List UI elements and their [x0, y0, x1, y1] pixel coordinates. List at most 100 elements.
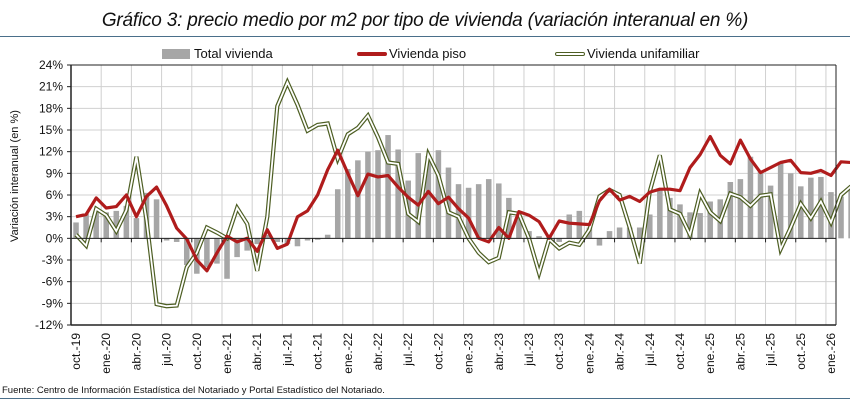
bar-total-vivienda — [596, 238, 603, 246]
bar-total-vivienda — [103, 212, 109, 239]
bar-total-vivienda — [636, 227, 643, 239]
x-tick-label: oct.-25 — [794, 333, 808, 370]
line-vivienda-piso — [75, 134, 850, 273]
x-tick-label: abr.-21 — [250, 333, 264, 371]
x-tick-label: ene.-20 — [99, 333, 113, 374]
bar-total-vivienda — [787, 173, 794, 239]
x-tick-label: oct.-20 — [190, 333, 204, 370]
y-tick-label: -3% — [42, 253, 64, 267]
x-tick-label: ene.-22 — [341, 333, 355, 374]
bar-total-vivienda — [93, 210, 99, 239]
x-tick-label: jul.-22 — [401, 333, 415, 367]
axes — [67, 64, 837, 326]
bar-total-vivienda — [818, 176, 824, 239]
bottom-divider — [0, 398, 850, 399]
bar-total-vivienda — [647, 214, 653, 239]
bar-total-vivienda — [133, 218, 140, 239]
bar-total-vivienda — [777, 161, 784, 239]
x-tick-label: oct.-23 — [552, 333, 566, 370]
x-tick-label: jul.-20 — [160, 333, 174, 367]
bar-total-vivienda — [838, 196, 844, 239]
bar-total-vivienda — [727, 182, 734, 239]
x-tick-label: abr.-25 — [733, 333, 747, 371]
legend-swatch-unifamiliar — [555, 51, 585, 56]
bar-total-vivienda — [697, 213, 703, 239]
x-tick-label: ene.-25 — [703, 333, 717, 374]
bar-total-vivienda — [737, 179, 744, 239]
y-tick-label: 6% — [46, 188, 64, 202]
x-tick-label: oct.-21 — [311, 333, 325, 370]
x-tick-label: oct.-19 — [69, 333, 83, 370]
bar-total-vivienda — [224, 238, 230, 279]
x-ticks: oct.-19 ene.-20 abr.-20 jul.-20 oct.-20 ene.-… — [69, 333, 838, 374]
bar-total-vivienda — [254, 238, 260, 245]
x-tick-label: abr.-23 — [492, 333, 506, 371]
bar-total-vivienda — [536, 236, 542, 239]
bar-total-vivienda — [113, 210, 120, 239]
bar-total-vivienda — [294, 238, 301, 247]
bar-total-vivienda — [485, 179, 492, 239]
bar-total-vivienda — [415, 153, 422, 239]
bar-total-vivienda — [848, 187, 850, 239]
bar-total-vivienda — [204, 238, 210, 268]
bars-total-vivienda — [73, 135, 850, 279]
legend-swatch-total — [162, 48, 190, 59]
x-tick-label: ene.-24 — [582, 333, 596, 374]
bar-total-vivienda — [767, 185, 774, 239]
y-tick-label: 0% — [46, 231, 64, 245]
x-tick-label: abr.-22 — [371, 333, 385, 371]
y-tick-label: 18% — [39, 101, 63, 115]
title-divider — [0, 36, 850, 37]
bar-total-vivienda — [496, 183, 502, 239]
bar-total-vivienda — [173, 238, 180, 242]
legend-item-piso: Vivienda piso — [357, 46, 466, 61]
legend-item-unifamiliar: Vivienda unifamiliar — [555, 46, 700, 61]
bar-total-vivienda — [73, 222, 79, 239]
legend-item-total: Total vivienda — [162, 46, 273, 61]
y-tick-label: 9% — [46, 166, 64, 180]
x-tick-label: jul.-23 — [522, 333, 536, 367]
y-tick-label: 12% — [39, 145, 63, 159]
legend-label-piso: Vivienda piso — [389, 46, 467, 61]
bar-total-vivienda — [324, 234, 331, 239]
bar-total-vivienda — [334, 189, 341, 239]
bar-total-vivienda — [475, 184, 482, 239]
line-vivienda-unifamiliar-inner — [75, 80, 850, 308]
bar-total-vivienda — [828, 192, 834, 239]
bar-total-vivienda — [264, 234, 271, 239]
bar-total-vivienda — [83, 213, 89, 239]
bar-total-vivienda — [667, 197, 673, 239]
bar-total-vivienda — [395, 149, 401, 239]
bar-total-vivienda — [808, 177, 814, 239]
bar-total-vivienda — [375, 150, 381, 239]
bar-total-vivienda — [687, 212, 693, 239]
bar-total-vivienda — [516, 216, 522, 239]
bar-total-vivienda — [747, 156, 754, 239]
y-tick-label: 24% — [39, 58, 63, 72]
bar-total-vivienda — [445, 167, 452, 239]
bar-total-vivienda — [355, 160, 361, 239]
y-tick-label: -9% — [42, 296, 64, 310]
bar-total-vivienda — [556, 238, 562, 242]
bar-total-vivienda — [465, 187, 472, 239]
x-tick-label: oct.-24 — [673, 333, 687, 370]
x-tick-label: jul.-24 — [643, 333, 657, 367]
y-tick-label: -12% — [35, 318, 63, 332]
bar-total-vivienda — [455, 184, 462, 239]
bar-total-vivienda — [677, 204, 683, 239]
bar-total-vivienda — [757, 171, 764, 239]
lines — [74, 77, 850, 309]
bar-total-vivienda — [435, 150, 442, 239]
x-tick-label: jul.-21 — [280, 333, 294, 367]
bar-total-vivienda — [707, 201, 713, 239]
bar-total-vivienda — [153, 199, 160, 239]
bar-total-vivienda — [425, 156, 432, 239]
x-tick-label: jul.-25 — [764, 333, 778, 367]
y-tick-label: -6% — [42, 275, 64, 289]
x-tick-label: abr.-24 — [613, 333, 627, 371]
bar-total-vivienda — [183, 238, 190, 266]
bar-total-vivienda — [304, 238, 311, 241]
bar-total-vivienda — [234, 238, 240, 258]
x-tick-label: ene.-23 — [462, 333, 476, 374]
